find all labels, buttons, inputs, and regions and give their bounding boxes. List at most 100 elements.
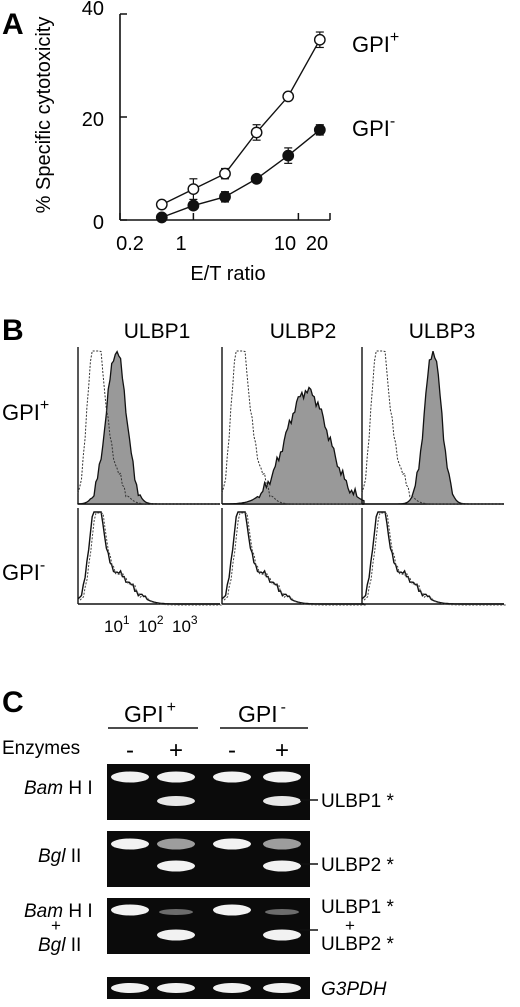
row-label-gpi-minus: GPI- xyxy=(2,557,45,585)
panel-b-label: B xyxy=(2,314,24,347)
data-point-gpi-minus xyxy=(313,123,326,136)
data-point-gpi-minus xyxy=(282,149,295,162)
band-label-combo-ulbp2: ULBP2 * xyxy=(321,934,394,955)
histogram-control xyxy=(77,350,220,505)
band-label-ulbp2: ULBP2 * xyxy=(321,855,394,876)
panel-a: A 40 20 0 0.2 1 10 20 E/T ratio % Specif… xyxy=(2,0,399,285)
row-label-bamhi: Bam H I xyxy=(24,778,93,799)
histogram-grid xyxy=(77,347,506,606)
axis-ticks xyxy=(119,13,331,221)
data-point-gpi-minus xyxy=(187,199,200,212)
column-title-ulbp3: ULBP3 xyxy=(409,320,476,343)
flow-x-tick-10-3: 103 xyxy=(172,613,198,636)
flow-x-tick-10-2: 102 xyxy=(138,613,164,636)
gel-band xyxy=(111,983,149,993)
x-tick-label-20: 20 xyxy=(306,233,328,255)
gel-band xyxy=(159,909,193,915)
gel-band xyxy=(157,838,195,850)
histogram-stained xyxy=(221,386,365,505)
y-tick-label-0: 0 xyxy=(93,212,104,234)
band-label-combo-ulbp1: ULBP1 * xyxy=(321,897,394,918)
panel-c-label: C xyxy=(2,686,24,719)
histogram-stained xyxy=(362,351,504,505)
panel-a-label: A xyxy=(2,8,24,41)
data-point-gpi-minus xyxy=(219,190,231,203)
gel-band xyxy=(157,983,195,993)
panel-a-plot xyxy=(119,13,331,224)
row-label-combo-bglii: Bgl II xyxy=(38,935,81,956)
y-tick-label-40: 40 xyxy=(82,0,104,20)
group-label-gpi-plus: GPI + xyxy=(124,699,176,727)
gel-band xyxy=(263,929,301,941)
gel-band xyxy=(213,904,251,916)
gel-band xyxy=(263,796,301,806)
gel-band xyxy=(111,904,149,916)
data-point-gpi-minus xyxy=(250,172,263,185)
gel-band xyxy=(157,771,195,783)
panel-b: B ULBP1 ULBP2 ULBP3 GPI+ GPI- 101 102 10… xyxy=(2,314,506,636)
series-line-1 xyxy=(161,129,321,219)
histogram-stained xyxy=(77,350,220,505)
gel-g3pdh-bands xyxy=(111,983,301,993)
x-tick-label-0.2: 0.2 xyxy=(116,233,144,255)
y-axis-title: % Specific cytotoxicity xyxy=(33,17,55,214)
gel-band xyxy=(157,860,195,872)
histogram-stained xyxy=(361,511,504,605)
gel-band xyxy=(213,771,251,783)
gel-band xyxy=(263,771,301,783)
data-point-gpi-plus xyxy=(219,167,231,180)
band-label-combo-plus: + xyxy=(345,916,355,935)
gel-band xyxy=(213,838,251,850)
histogram-control xyxy=(223,512,366,606)
x-tick-label-1: 1 xyxy=(175,233,186,255)
group-label-gpi-minus: GPI - xyxy=(238,699,286,727)
lane-sign-3: - xyxy=(228,737,236,764)
gel-bglii-bands xyxy=(111,838,301,872)
histogram-control xyxy=(363,512,506,606)
data-point-gpi-plus xyxy=(187,183,200,196)
lane-sign-1: - xyxy=(126,737,134,764)
data-point-gpi-plus xyxy=(313,33,326,46)
histogram-stained xyxy=(77,511,220,605)
histogram-control xyxy=(79,512,222,606)
data-point-gpi-plus xyxy=(155,198,168,211)
row-label-gpi-plus: GPI+ xyxy=(2,397,49,425)
enzymes-label: Enzymes xyxy=(2,738,80,759)
legend-gpi-minus: GPI- xyxy=(352,113,395,141)
gel-combo-bands xyxy=(111,904,301,941)
y-tick-label-20: 20 xyxy=(82,109,104,131)
x-axis-title: E/T ratio xyxy=(190,263,265,285)
data-series xyxy=(155,31,326,224)
x-tick-label-10: 10 xyxy=(274,233,296,255)
histogram-control xyxy=(221,350,364,505)
row-label-combo-bamhi: Bam H I xyxy=(24,901,93,922)
panel-c: C GPI + GPI - Enzymes - + - + Bam H I Bgl … xyxy=(2,686,394,1000)
gel-band xyxy=(157,929,195,941)
row-label-bglii: Bgl II xyxy=(38,846,81,867)
lane-sign-2: + xyxy=(169,737,183,764)
histogram-control xyxy=(361,350,504,505)
flow-x-tick-10-1: 101 xyxy=(104,613,130,636)
data-point-gpi-minus xyxy=(155,211,168,224)
series-line-0 xyxy=(161,39,321,206)
data-point-gpi-plus xyxy=(250,126,263,139)
gel-band xyxy=(263,838,301,850)
data-point-gpi-plus xyxy=(282,90,295,103)
gel-band xyxy=(263,983,301,993)
column-title-ulbp1: ULBP1 xyxy=(124,320,191,343)
band-label-ulbp1: ULBP1 * xyxy=(321,791,394,812)
lane-sign-4: + xyxy=(275,737,289,764)
band-label-g3pdh: G3PDH xyxy=(321,979,387,1000)
row-label-combo-plus: + xyxy=(51,916,61,935)
gel-band xyxy=(111,838,149,850)
gel-band xyxy=(111,771,149,783)
legend-gpi-plus: GPI+ xyxy=(352,29,399,57)
gel-band xyxy=(213,983,251,993)
gel-bamhi-bands xyxy=(111,771,301,806)
column-title-ulbp2: ULBP2 xyxy=(270,320,337,343)
gel-band xyxy=(263,860,301,872)
gel-band xyxy=(157,796,195,806)
histogram-stained xyxy=(221,511,364,605)
gel-g3pdh xyxy=(107,977,310,999)
